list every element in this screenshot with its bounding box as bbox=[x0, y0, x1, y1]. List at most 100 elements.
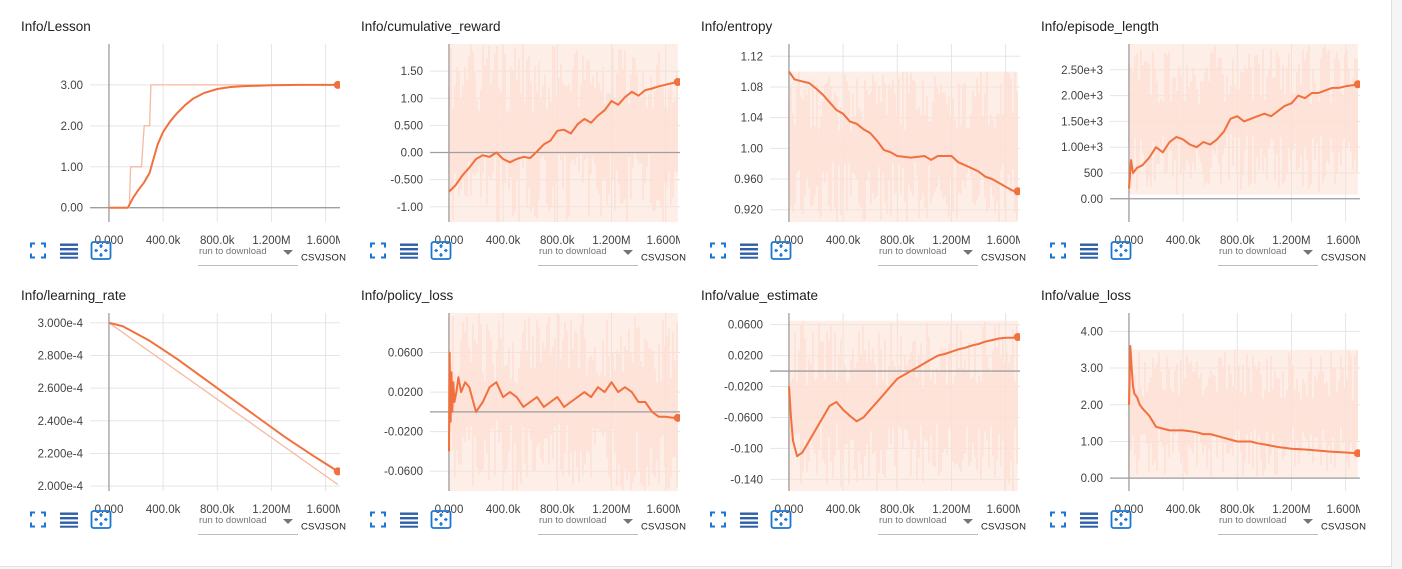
run-to-download-select[interactable]: run to download bbox=[1218, 244, 1318, 266]
list-icon[interactable] bbox=[59, 511, 79, 534]
chart-cumulative-reward[interactable]: 0.000 400.0k 800.0k 1.200M 1.600M -1.00 -0.500… bbox=[340, 0, 680, 268]
chart-lesson[interactable]: 0.000 400.0k 800.0k 1.200M 1.600M 0.00 1.00 2.0… bbox=[0, 0, 340, 268]
run-to-download-select[interactable]: run to download bbox=[878, 513, 978, 535]
list-icon[interactable] bbox=[739, 511, 759, 534]
chart-title: Info/value_loss bbox=[1041, 288, 1132, 303]
x-tick-label: 800.0k bbox=[880, 504, 915, 516]
fullscreen-icon[interactable] bbox=[1049, 242, 1067, 265]
y-tick-label: 0.00 bbox=[401, 148, 423, 160]
last-point-marker bbox=[333, 467, 340, 476]
run-to-download-select[interactable]: run to download bbox=[198, 244, 298, 266]
fit-domain-icon[interactable] bbox=[1110, 241, 1132, 266]
fullscreen-icon[interactable] bbox=[369, 511, 387, 534]
fit-domain-icon[interactable] bbox=[770, 510, 792, 535]
y-tick-label: 500 bbox=[1084, 168, 1103, 180]
fullscreen-icon[interactable] bbox=[709, 511, 727, 534]
x-tick-label: 0.000 bbox=[95, 504, 124, 516]
fit-domain-icon[interactable] bbox=[90, 510, 112, 535]
run-to-download-select[interactable]: run to download bbox=[1218, 513, 1318, 535]
dropdown-arrow-icon bbox=[623, 519, 633, 524]
csv-download-link[interactable]: CSV bbox=[981, 521, 1002, 533]
y-tick-label: 1.00 bbox=[1081, 436, 1103, 448]
json-download-link[interactable]: JSON bbox=[1340, 252, 1367, 264]
csv-download-link[interactable]: CSV bbox=[1321, 252, 1342, 264]
json-download-link[interactable]: JSON bbox=[320, 252, 347, 264]
y-tick-label: 0.00 bbox=[61, 203, 83, 215]
dropdown-arrow-icon bbox=[283, 250, 293, 255]
last-point-marker bbox=[333, 80, 340, 89]
fit-domain-icon[interactable] bbox=[430, 241, 452, 266]
csv-download-link[interactable]: CSV bbox=[981, 252, 1002, 264]
chart-learning-rate[interactable]: 0.000 400.0k 800.0k 1.200M 1.600M 2.000e-4 2.2… bbox=[0, 269, 340, 537]
x-tick-label: 1.600M bbox=[1326, 504, 1360, 516]
chart-episode-length[interactable]: 0.000 400.0k 800.0k 1.200M 1.600M 0.00 500 1.00… bbox=[1020, 0, 1360, 268]
csv-download-link[interactable]: CSV bbox=[641, 521, 662, 533]
csv-download-link[interactable]: CSV bbox=[301, 521, 322, 533]
y-tick-label: 2.50e+3 bbox=[1061, 65, 1103, 77]
chart-value-loss[interactable]: 0.000 400.0k 800.0k 1.200M 1.600M 0.00 1.00 2.0… bbox=[1020, 269, 1360, 537]
last-point-marker bbox=[1013, 187, 1020, 196]
y-tick-label: 0.0200 bbox=[388, 387, 423, 399]
run-to-download-text: run to download bbox=[879, 515, 947, 526]
chart-title: Info/value_estimate bbox=[701, 288, 819, 303]
list-icon[interactable] bbox=[739, 242, 759, 265]
list-icon[interactable] bbox=[399, 242, 419, 265]
json-download-link[interactable]: JSON bbox=[1000, 521, 1027, 533]
y-tick-label: 3.000e-4 bbox=[38, 318, 84, 330]
run-to-download-select[interactable]: run to download bbox=[538, 244, 638, 266]
x-tick-label: 1.600M bbox=[646, 235, 680, 247]
csv-download-link[interactable]: CSV bbox=[1321, 521, 1342, 533]
y-tick-label: -0.0200 bbox=[384, 427, 423, 439]
fit-domain-icon[interactable] bbox=[770, 241, 792, 266]
run-to-download-text: run to download bbox=[1219, 515, 1287, 526]
json-download-link[interactable]: JSON bbox=[660, 521, 687, 533]
dropdown-arrow-icon bbox=[963, 250, 973, 255]
run-to-download-text: run to download bbox=[199, 246, 267, 257]
chart-card-lesson: Info/Lesson 0.000 400.0k 800.0k 1.200M 1.600M… bbox=[0, 0, 346, 268]
fullscreen-icon[interactable] bbox=[1049, 511, 1067, 534]
fullscreen-icon[interactable] bbox=[29, 511, 47, 534]
x-tick-label: 1.600M bbox=[646, 504, 680, 516]
raw-series-band bbox=[788, 71, 1018, 222]
fit-domain-icon[interactable] bbox=[90, 241, 112, 266]
fit-domain-icon[interactable] bbox=[430, 510, 452, 535]
y-tick-label: 0.960 bbox=[734, 174, 763, 186]
list-icon[interactable] bbox=[1079, 511, 1099, 534]
json-download-link[interactable]: JSON bbox=[320, 521, 347, 533]
json-download-link[interactable]: JSON bbox=[1000, 252, 1027, 264]
raw-series-line bbox=[109, 84, 338, 209]
csv-download-link[interactable]: CSV bbox=[301, 252, 322, 264]
chart-entropy[interactable]: 0.000 400.0k 800.0k 1.200M 1.600M 0.920 0.960 1… bbox=[680, 0, 1020, 268]
fit-domain-icon[interactable] bbox=[1110, 510, 1132, 535]
run-to-download-text: run to download bbox=[539, 515, 607, 526]
y-tick-label: 1.08 bbox=[741, 82, 763, 94]
run-to-download-select[interactable]: run to download bbox=[198, 513, 298, 535]
raw-series-band bbox=[1128, 44, 1358, 195]
y-tick-label: 2.400e-4 bbox=[38, 416, 84, 428]
run-to-download-text: run to download bbox=[199, 515, 267, 526]
list-icon[interactable] bbox=[59, 242, 79, 265]
run-to-download-select[interactable]: run to download bbox=[878, 244, 978, 266]
chart-value-estimate[interactable]: 0.000 400.0k 800.0k 1.200M 1.600M -0.140 -0.10… bbox=[680, 269, 1020, 537]
last-point-marker bbox=[1013, 332, 1020, 341]
x-tick-label: 0.000 bbox=[1115, 504, 1144, 516]
y-tick-label: 3.00 bbox=[61, 80, 83, 92]
json-download-link[interactable]: JSON bbox=[660, 252, 687, 264]
smoothed-series-line bbox=[788, 71, 1018, 193]
list-icon[interactable] bbox=[399, 511, 419, 534]
fullscreen-icon[interactable] bbox=[29, 242, 47, 265]
json-download-link[interactable]: JSON bbox=[1340, 521, 1367, 533]
csv-download-link[interactable]: CSV bbox=[641, 252, 662, 264]
chart-title: Info/episode_length bbox=[1041, 19, 1159, 34]
chart-policy-loss[interactable]: 0.000 400.0k 800.0k 1.200M 1.600M -0.0600 -0.0… bbox=[340, 269, 680, 537]
list-icon[interactable] bbox=[1079, 242, 1099, 265]
x-tick-label: 1.200M bbox=[1272, 504, 1310, 516]
chart-title: Info/Lesson bbox=[21, 19, 91, 34]
run-to-download-select[interactable]: run to download bbox=[538, 513, 638, 535]
fullscreen-icon[interactable] bbox=[709, 242, 727, 265]
y-tick-label: 4.00 bbox=[1081, 326, 1103, 338]
run-to-download-text: run to download bbox=[539, 246, 607, 257]
fullscreen-icon[interactable] bbox=[369, 242, 387, 265]
y-tick-label: 1.50 bbox=[401, 66, 423, 78]
x-tick-label: 400.0k bbox=[486, 504, 521, 516]
